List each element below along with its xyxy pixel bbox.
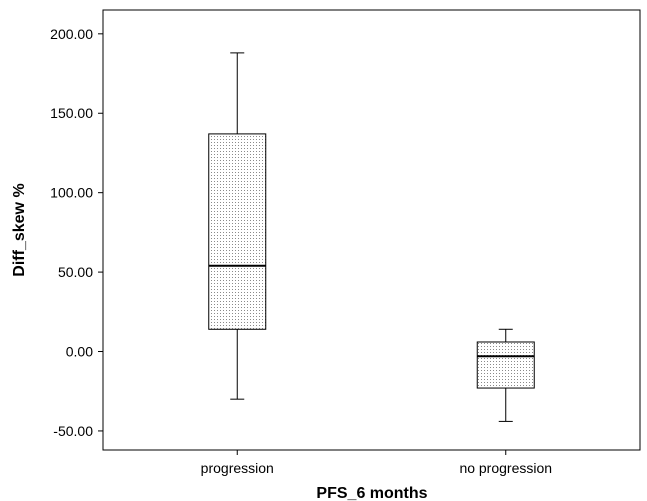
x-tick-label: no progression: [459, 460, 552, 476]
y-tick-label: 200.00: [50, 26, 93, 42]
x-axis: progression no progression: [201, 450, 552, 476]
interquartile-box: [476, 341, 535, 389]
y-axis-title: Diff_skew %: [11, 183, 28, 276]
boxes: [208, 52, 535, 422]
x-axis-title: PFS_6 months: [316, 485, 427, 501]
y-axis: -50.00 0.00 50.00 100.00 150.00 200.00: [50, 26, 103, 439]
y-tick-label: 100.00: [50, 185, 93, 201]
y-tick-label: 0.00: [66, 344, 93, 360]
box-progression: [208, 52, 267, 400]
interquartile-box: [208, 133, 267, 330]
x-tick-label: progression: [201, 460, 274, 476]
box-no-progression: [476, 328, 535, 422]
plot-area-frame: [102, 9, 641, 451]
y-tick-label: 50.00: [58, 264, 93, 280]
y-tick-label: 150.00: [50, 105, 93, 121]
y-tick-label: -50.00: [53, 423, 93, 439]
